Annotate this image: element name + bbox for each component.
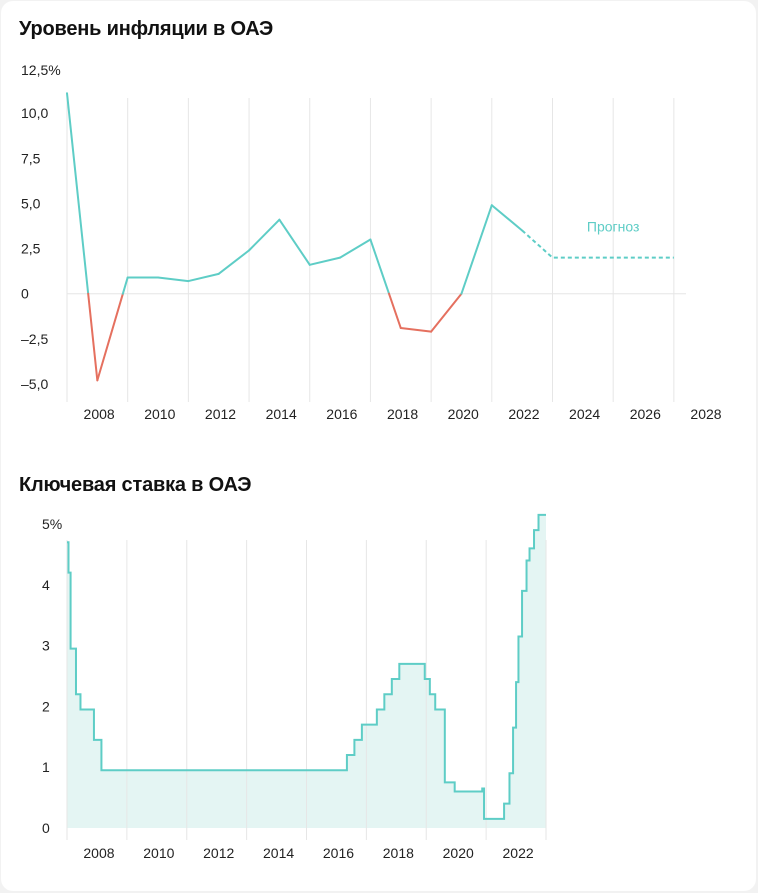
inflation-line-segment-11-0 bbox=[399, 327, 433, 333]
y-tick-label-2: 7,5 bbox=[21, 150, 41, 166]
x-tick-label-6: 2020 bbox=[448, 406, 479, 422]
inflation-line-segment-7-0 bbox=[278, 218, 311, 266]
x-tick-label-9: 2026 bbox=[630, 406, 661, 422]
y-tick-label-3: 5,0 bbox=[21, 195, 41, 211]
x-tick-label-7: 2022 bbox=[503, 845, 534, 861]
x-tick-label-4: 2016 bbox=[326, 406, 357, 422]
inflation-line-segment-6-0 bbox=[248, 218, 281, 252]
x-tick-label-3: 2014 bbox=[266, 406, 297, 422]
y-tick-label-6: –2,5 bbox=[21, 331, 48, 347]
x-tick-label-5: 2018 bbox=[383, 845, 414, 861]
inflation-line-segment-8-0 bbox=[308, 256, 342, 266]
y-tick-label-2: 3 bbox=[42, 638, 50, 654]
y-tick-label-4: 2,5 bbox=[21, 241, 41, 257]
x-tick-label-3: 2014 bbox=[263, 845, 294, 861]
inflation-line-segment-5-0 bbox=[217, 249, 251, 275]
x-tick-label-2: 2012 bbox=[203, 845, 234, 861]
inflation-line-segment-0-0 bbox=[66, 92, 90, 295]
inflation-line-segment-14-0 bbox=[490, 204, 524, 232]
y-tick-label-0: 5% bbox=[42, 516, 62, 532]
y-tick-label-0: 12,5% bbox=[21, 62, 61, 78]
x-tick-label-5: 2018 bbox=[387, 406, 418, 422]
x-tick-label-6: 2020 bbox=[443, 845, 474, 861]
x-tick-label-4: 2016 bbox=[323, 845, 354, 861]
inflation-line-segment-3-0 bbox=[157, 276, 190, 283]
inflation-line-segment-10-0 bbox=[369, 238, 391, 295]
inflation-line-segment-1-1 bbox=[121, 276, 129, 295]
x-tick-label-0: 2008 bbox=[84, 406, 115, 422]
rate-step-line bbox=[67, 513, 546, 820]
inflation-line-segment-4-0 bbox=[187, 272, 220, 283]
x-tick-label-0: 2008 bbox=[83, 845, 114, 861]
inflation-line-segment-1-0 bbox=[96, 292, 124, 382]
inflation-line-segment-13-0 bbox=[460, 204, 493, 295]
y-tick-label-5: 0 bbox=[42, 820, 50, 836]
y-tick-label-1: 10,0 bbox=[21, 105, 48, 121]
rate-chart-title: Ключевая ставка в ОАЭ bbox=[19, 474, 252, 496]
y-tick-label-5: 0 bbox=[21, 286, 29, 302]
inflation-chart-title: Уровень инфляции в ОАЭ bbox=[19, 18, 274, 40]
x-tick-label-1: 2010 bbox=[144, 406, 175, 422]
x-tick-label-8: 2024 bbox=[569, 406, 600, 422]
y-tick-label-3: 2 bbox=[42, 698, 50, 714]
inflation-line-segment-9-0 bbox=[339, 238, 372, 259]
forecast-line bbox=[521, 229, 674, 259]
inflation-chart: 12,5% 10,0 7,5 5,0 2,5 0 –2,5 –5,0 2008 2010 2012 2… bbox=[21, 62, 722, 422]
x-tick-label-1: 2010 bbox=[143, 845, 174, 861]
x-tick-label-2: 2012 bbox=[205, 406, 236, 422]
y-tick-label-1: 4 bbox=[42, 577, 50, 593]
inflation-line-segment-12-0 bbox=[430, 292, 463, 333]
y-tick-label-7: –5,0 bbox=[21, 376, 48, 392]
inflation-line-segment-10-1 bbox=[388, 292, 402, 330]
inflation-line-segment-0-1 bbox=[87, 292, 99, 382]
y-tick-label-4: 1 bbox=[42, 759, 50, 775]
x-tick-label-10: 2028 bbox=[690, 406, 721, 422]
forecast-label: Прогноз bbox=[587, 219, 640, 235]
x-tick-label-7: 2022 bbox=[508, 406, 539, 422]
